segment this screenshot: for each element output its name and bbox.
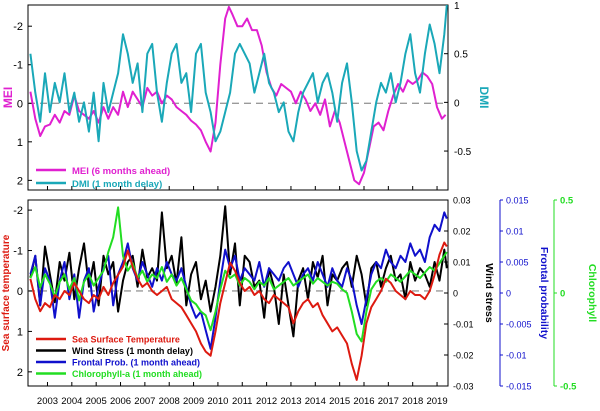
year-tick-label: 2006	[110, 396, 131, 407]
sst-tick-label: 2	[17, 367, 23, 379]
year-tick-label: 2012	[256, 396, 277, 407]
chl-tick-label: 0.5	[560, 196, 574, 207]
dmi-tick-label: 0	[454, 98, 460, 109]
year-tick-label: 2017	[378, 396, 399, 407]
frontal-tick-label: 0.015	[506, 196, 529, 206]
sst-axis-label: Sea surface temperature	[1, 234, 12, 351]
mei-axis-label: MEI	[1, 87, 15, 108]
year-tick-label: 2004	[61, 396, 82, 407]
year-tick-label: 2015	[329, 396, 350, 407]
legend-label: Frontal Prob. (1 month ahead)	[72, 358, 200, 368]
sst-tick-label: 1	[17, 326, 23, 338]
frontal-tick-label: 0.01	[506, 227, 524, 237]
wind-tick-label: -0.01	[453, 320, 474, 330]
wind-tick-label: -0.02	[453, 351, 474, 361]
year-tick-label: 2005	[86, 396, 107, 407]
chl-tick-label: 0	[560, 289, 565, 300]
chl-axis-label: Chlorophyll	[586, 264, 598, 322]
drivers-panel: 2003 2004 2005 2006 2007 2008 2009 2010 2011 2012…	[1, 196, 598, 408]
wind-axis-label: Wind stress	[483, 263, 495, 323]
sst-tick-label: -1	[13, 246, 23, 258]
frontal-tick-label: 0.005	[506, 258, 529, 268]
year-tick-label: 2016	[353, 396, 374, 407]
dmi-axis-label: DMI	[477, 87, 491, 109]
chl-tick-label: -0.5	[560, 382, 577, 393]
mei-tick-label: 0	[17, 98, 23, 110]
mei-tick-label: 1	[17, 137, 23, 149]
frontal-tick-label: -0.005	[506, 320, 532, 330]
frontal-tick-label: -0.01	[506, 351, 527, 361]
year-tick-label: 2018	[402, 396, 423, 407]
wind-tick-label: 0.01	[453, 258, 471, 268]
legend-label: Chlorophyll-a (1 month ahead)	[72, 369, 202, 379]
mei-dmi-panel: -2 -1 0 1 2 -0.5 0 0.5 1 MEI DMI MEI (6 months ahea…	[1, 1, 491, 191]
wind-tick-label: 0.02	[453, 227, 471, 237]
top-plot-frame	[27, 4, 449, 191]
sst-tick-label: 0	[17, 286, 23, 298]
year-tick-label: 2003	[37, 396, 58, 407]
sst-series-line	[29, 241, 448, 381]
chl-series-line	[29, 206, 448, 343]
mei-tick-label: -1	[13, 60, 23, 72]
wind-tick-label: 0.03	[453, 196, 471, 206]
frontal-tick-label: 0	[506, 289, 511, 299]
legend-label: DMI (1 month delay)	[72, 179, 162, 190]
year-tick-label: 2011	[232, 396, 252, 407]
legend-label: MEI (6 months ahead)	[72, 166, 170, 177]
year-tick-label: 2009	[183, 396, 204, 407]
frontal-tick-label: -0.015	[506, 382, 532, 392]
year-tick-label: 2013	[280, 396, 301, 407]
year-tick-label: 2014	[305, 396, 326, 407]
legend-label: Sea Surface Temperature	[72, 335, 180, 345]
dmi-tick-label: 0.5	[454, 50, 468, 61]
dmi-tick-label: -0.5	[454, 147, 472, 158]
year-tick-label: 2019	[426, 396, 447, 407]
year-tick-label: 2010	[207, 396, 228, 407]
year-tick-label: 2007	[134, 396, 155, 407]
dmi-series-line	[29, 4, 448, 172]
mei-tick-label: -2	[13, 21, 23, 33]
mei-tick-label: 2	[17, 175, 23, 187]
dmi-tick-label: 1	[454, 1, 460, 12]
wind-tick-label: -0.03	[453, 382, 474, 392]
frontal-axis-label: Frontal probability	[538, 247, 550, 339]
legend-label: Wind Stress (1 month delay)	[72, 346, 193, 356]
sst-tick-label: -2	[13, 205, 23, 217]
year-tick-label: 2008	[159, 396, 180, 407]
wind-tick-label: 0	[453, 289, 458, 299]
